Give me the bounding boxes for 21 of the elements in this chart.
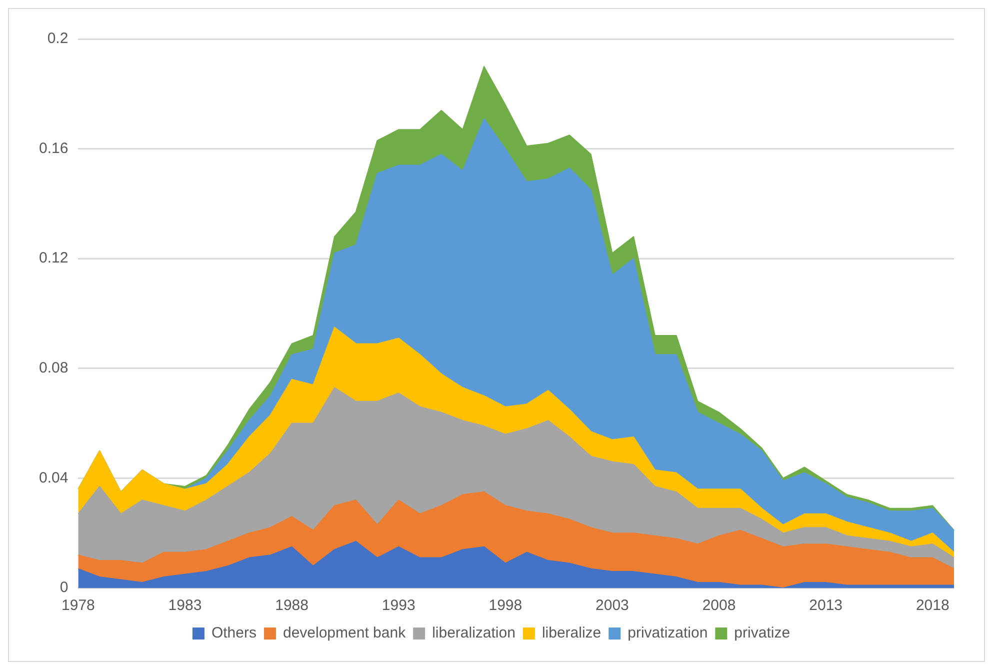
y-tick-label: 0.12: [38, 250, 68, 267]
legend-label: privatize: [734, 624, 790, 642]
x-tick-label: 1978: [62, 597, 95, 614]
x-tick-label: 1988: [275, 597, 308, 614]
legend-label: development bank: [282, 624, 406, 642]
legend-label: Others: [211, 624, 256, 642]
y-tick-label: 0.04: [38, 469, 68, 486]
y-tick-label: 0: [60, 579, 68, 596]
x-tick-label: 2018: [916, 597, 950, 614]
x-tick-label: 2013: [809, 597, 843, 614]
x-tick-label: 2003: [596, 597, 629, 614]
legend-label: liberalization: [432, 624, 516, 642]
y-tick-label: 0.2: [47, 30, 68, 48]
legend-label: privatization: [628, 624, 708, 642]
x-tick-label: 1993: [382, 597, 416, 614]
y-tick-label: 0.08: [38, 360, 68, 377]
legend-label: liberalize: [542, 624, 602, 642]
x-tick-label: 1998: [488, 597, 522, 614]
x-tick-label: 1983: [168, 597, 202, 614]
y-tick-label: 0.16: [38, 140, 68, 157]
x-tick-label: 2008: [702, 597, 736, 614]
